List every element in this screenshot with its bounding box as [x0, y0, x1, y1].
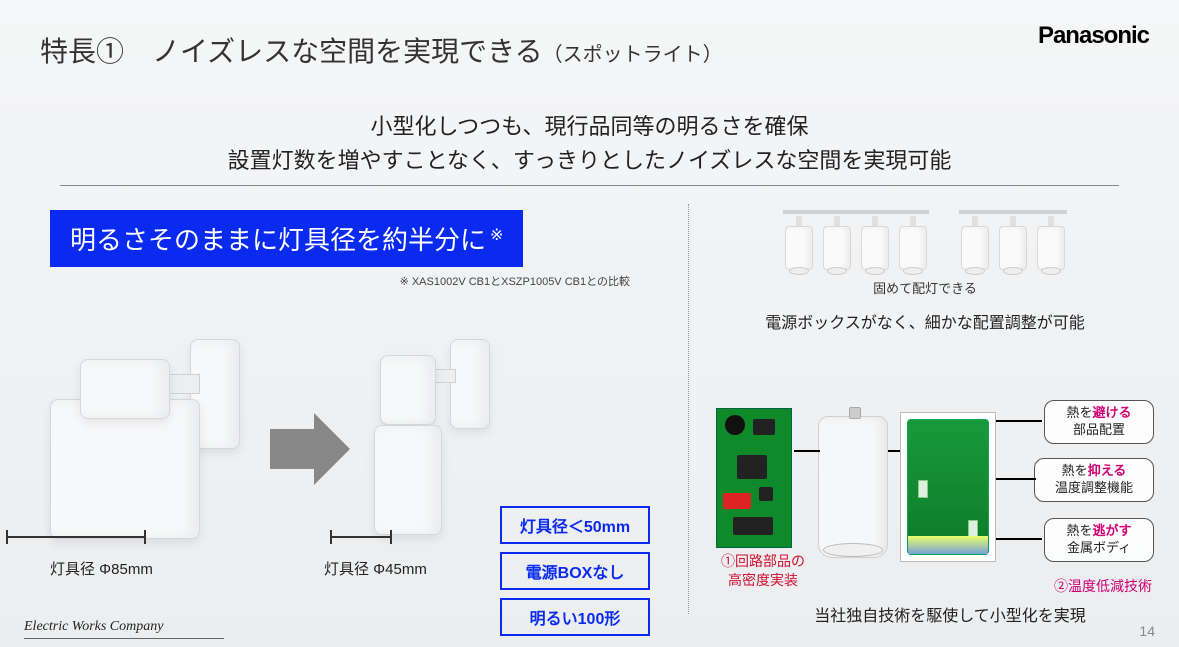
lead-line-1: 小型化しつつも、現行品同等の明るさを確保: [0, 110, 1179, 144]
page-number: 14: [1139, 623, 1155, 639]
track-caption-small: 固めて配灯できる: [710, 278, 1140, 297]
right-top-panel: 固めて配灯できる 電源ボックスがなく、細かな配置調整が可能: [710, 210, 1140, 333]
track-caption-medium: 電源ボックスがなく、細かな配置調整が可能: [710, 309, 1140, 333]
track-lights-figure: [710, 210, 1140, 270]
bottom-caption: 当社独自技術を駆使して小型化を実現: [770, 602, 1130, 626]
title-main: 特長① ノイズレスな空間を実現できる: [40, 36, 543, 67]
leader-line: [996, 538, 1042, 540]
headline-note-mark: ※: [490, 227, 503, 244]
tech-box-3: 熱を逃がす金属ボディ: [1044, 518, 1154, 562]
footer-text: Electric Works Company: [24, 619, 163, 635]
tech-box-1: 熱を避ける部品配置: [1044, 400, 1154, 444]
vertical-divider: [688, 204, 689, 614]
pcb-label: ①回路部品の高密度実装: [708, 552, 818, 590]
tech-box-2: 熱を抑える温度調整機能: [1034, 458, 1154, 502]
pcb-figure: [716, 408, 792, 548]
title-sub: （スポットライト）: [543, 44, 723, 66]
lead-text: 小型化しつつも、現行品同等の明るさを確保 設置灯数を増やすことなく、すっきりとし…: [0, 110, 1179, 178]
dim-small-label: 灯具径 Φ45mm: [324, 558, 427, 579]
footer-underline: [24, 638, 224, 639]
slide-title: 特長① ノイズレスな空間を実現できる（スポットライト）: [40, 30, 723, 70]
cutaway-figure: [900, 412, 996, 562]
leader-line: [996, 420, 1042, 422]
spec-box-1: 灯具径＜50mm: [500, 506, 650, 544]
tech-title: ②温度低減技術: [1054, 576, 1152, 596]
leader-line: [794, 450, 820, 452]
track-left: [783, 210, 929, 270]
lamp-body-figure: [818, 416, 888, 558]
arrow-icon: [270, 409, 350, 489]
leader-line: [996, 478, 1036, 480]
track-right: [959, 210, 1067, 270]
spec-box-3: 明るい100形: [500, 598, 650, 636]
lead-line-2: 設置灯数を増やすことなく、すっきりとしたノイズレスな空間を実現可能: [0, 144, 1179, 178]
headline-banner: 明るさそのままに灯具径を約半分に※: [50, 210, 523, 267]
divider: [60, 185, 1119, 186]
footnote: ※ XAS1002V CB1とXSZP1005V CB1との比較: [50, 273, 630, 289]
dim-large-label: 灯具径 Φ85mm: [50, 558, 153, 579]
brand-logo: Panasonic: [1038, 22, 1149, 50]
spec-boxes: 灯具径＜50mm 電源BOXなし 明るい100形: [500, 506, 650, 636]
spec-box-2: 電源BOXなし: [500, 552, 650, 590]
headline-text: 明るさそのままに灯具径を約半分に: [70, 225, 486, 255]
